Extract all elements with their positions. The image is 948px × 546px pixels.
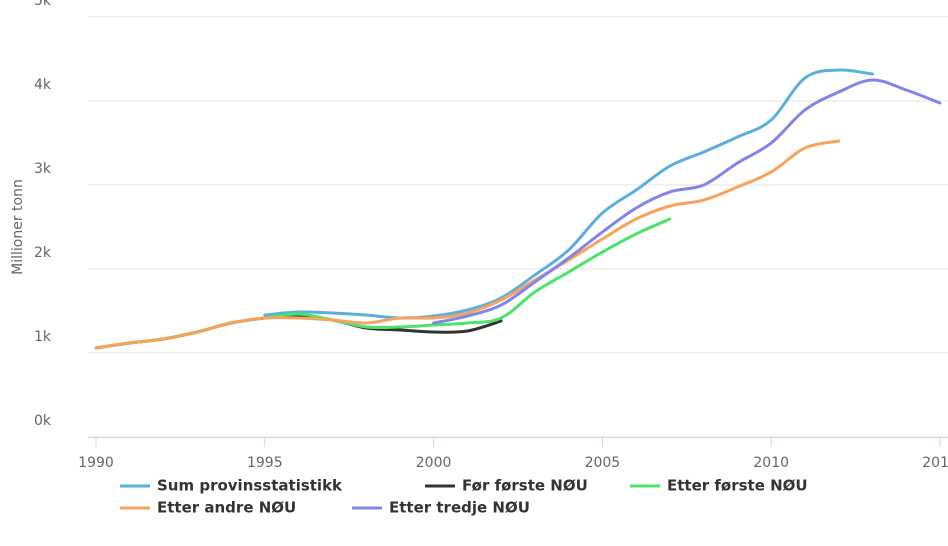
legend-label: Sum provinsstatistikk [157, 477, 343, 495]
y-tick-label: 3k [34, 161, 52, 177]
y-tick-label: 5k [34, 0, 52, 9]
y-tick-label: 0k [34, 413, 52, 429]
series-line [263, 68, 874, 320]
series-line [94, 217, 672, 350]
x-tick-label: 1995 [247, 455, 283, 471]
y-tick-label: 1k [34, 329, 52, 345]
x-tick-label: 2010 [753, 455, 789, 471]
x-tick-label: 2000 [416, 455, 452, 471]
legend: Sum provinsstatistikk Før første NØU Etter… [120, 477, 808, 517]
x-tick-label: 2015 [922, 455, 948, 471]
legend-label: Etter tredje NØU [389, 499, 530, 517]
legend-label: Etter andre NØU [157, 499, 296, 517]
y-tick-label: 2k [34, 245, 52, 261]
legend-label: Etter første NØU [667, 477, 808, 495]
legend-label: Før første NØU [462, 477, 588, 495]
x-tick-label: 1990 [78, 455, 114, 471]
x-tick-label: 2005 [585, 455, 621, 471]
series-line [94, 139, 841, 350]
series-line [432, 78, 942, 325]
y-axis-title: Millioner tonn [10, 179, 26, 275]
y-tick-label: 4k [34, 77, 52, 93]
